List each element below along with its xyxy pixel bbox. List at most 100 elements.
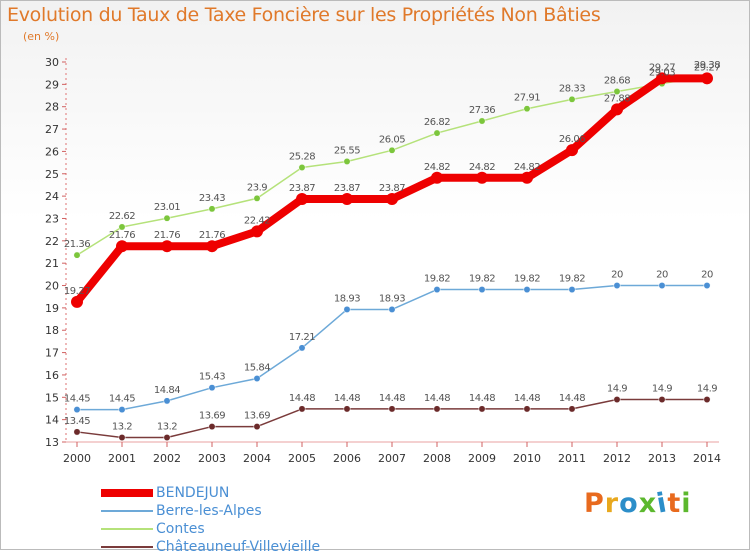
- data-label: 14.48: [334, 393, 360, 404]
- data-point: [118, 406, 126, 414]
- data-label: 15.43: [199, 372, 225, 383]
- proxiti-logo: Proxiti: [584, 487, 692, 519]
- series-0: [71, 72, 713, 308]
- y-tick-label: 26: [45, 145, 59, 158]
- data-point: [161, 240, 173, 253]
- data-point: [118, 223, 126, 231]
- x-tick-label: 2003: [198, 452, 226, 465]
- legend-item: BENDEJUN: [101, 485, 401, 503]
- data-point: [478, 286, 486, 294]
- data-point: [613, 396, 621, 403]
- data-label: 14.9: [697, 384, 717, 395]
- series-1: [73, 282, 711, 414]
- data-label: 26.82: [424, 117, 450, 128]
- data-point: [523, 105, 531, 113]
- data-point: [206, 240, 218, 253]
- x-tick-label: 2012: [603, 452, 631, 465]
- data-label: 19.82: [424, 274, 450, 285]
- x-tick-label: 2013: [648, 452, 676, 465]
- data-label: 14.9: [607, 384, 627, 395]
- data-point: [523, 286, 531, 294]
- x-tick-label: 2007: [378, 452, 406, 465]
- data-label: 14.45: [109, 394, 135, 405]
- legend-label: Contes: [156, 521, 205, 537]
- legend-swatch: [101, 510, 153, 512]
- data-point: [658, 282, 666, 289]
- data-label: 20: [656, 270, 668, 281]
- data-point: [73, 251, 81, 259]
- data-label: 14.84: [154, 385, 180, 396]
- x-tick-label: 2002: [153, 452, 181, 465]
- y-tick-label: 28: [45, 101, 59, 114]
- data-label: 13.2: [112, 422, 132, 433]
- data-label: 28.68: [604, 76, 630, 87]
- data-label: 19.27: [64, 286, 90, 297]
- y-tick-label: 22: [45, 235, 59, 248]
- data-point: [613, 88, 621, 95]
- data-label: 27.91: [514, 93, 540, 104]
- data-label: 29.27: [649, 62, 675, 73]
- data-point: [566, 144, 578, 157]
- data-point: [476, 171, 488, 184]
- x-tick-label: 2010: [513, 452, 541, 465]
- data-label: 19.82: [514, 274, 540, 285]
- data-label: 26.05: [379, 134, 405, 145]
- logo-letter: t: [667, 488, 682, 519]
- y-tick-label: 27: [45, 123, 59, 136]
- y-tick-label: 14: [45, 414, 59, 427]
- x-tick-label: 2009: [468, 452, 496, 465]
- data-label: 27.88: [604, 93, 630, 104]
- data-point: [343, 305, 351, 313]
- data-label: 18.93: [334, 293, 360, 304]
- x-tick-label: 2014: [693, 452, 721, 465]
- data-point: [658, 396, 666, 403]
- data-point: [163, 397, 171, 405]
- data-label: 22.42: [244, 215, 270, 226]
- series-2: [73, 72, 711, 259]
- data-label: 23.87: [289, 183, 315, 194]
- data-point: [388, 146, 396, 154]
- data-label: 15.84: [244, 363, 270, 374]
- y-tick-label: 15: [45, 391, 59, 404]
- data-label: 26.06: [559, 134, 585, 145]
- data-point: [116, 240, 128, 253]
- data-point: [251, 225, 263, 238]
- data-label: 14.48: [559, 393, 585, 404]
- data-point: [478, 117, 486, 125]
- x-tick-label: 2004: [243, 452, 271, 465]
- data-label: 25.28: [289, 152, 315, 163]
- data-label: 14.48: [514, 393, 540, 404]
- data-point: [118, 434, 126, 441]
- data-label: 21.76: [154, 230, 180, 241]
- data-point: [253, 423, 261, 431]
- data-label: 14.48: [289, 393, 315, 404]
- y-unit-label: (en %): [23, 30, 60, 43]
- data-label: 13.69: [244, 411, 270, 422]
- data-label: 23.87: [379, 183, 405, 194]
- series-3: [73, 396, 711, 441]
- x-tick-label: 2000: [63, 452, 91, 465]
- logo-letter: P: [584, 488, 605, 519]
- data-label: 29.27: [694, 62, 720, 73]
- data-label: 20: [611, 270, 623, 281]
- data-label: 14.48: [379, 393, 405, 404]
- data-point: [568, 95, 576, 103]
- data-label: 14.9: [652, 384, 672, 395]
- data-label: 19.82: [469, 274, 495, 285]
- data-point: [478, 405, 486, 413]
- logo-letter: i: [681, 488, 692, 519]
- data-label: 13.69: [199, 411, 225, 422]
- data-label: 13.2: [157, 422, 177, 433]
- data-point: [568, 286, 576, 294]
- data-label: 24.82: [469, 162, 495, 173]
- data-labels-layer: 19.27 21.76 21.76 21.76 22.42 23.87 23.87 23.87…: [64, 60, 721, 433]
- y-tick-label: 18: [45, 324, 59, 337]
- data-label: 14.48: [424, 393, 450, 404]
- data-label: 29.38: [694, 60, 720, 71]
- data-label: 19.82: [559, 274, 585, 285]
- y-tick-label: 25: [45, 168, 59, 181]
- axes: 13 14 15 16 17 18 19 20 21 22 23 24 25 26 27 28 29 30 2000…: [45, 56, 721, 465]
- y-tick-label: 13: [45, 436, 59, 449]
- x-tick-label: 2008: [423, 452, 451, 465]
- data-label: 21.36: [64, 239, 90, 250]
